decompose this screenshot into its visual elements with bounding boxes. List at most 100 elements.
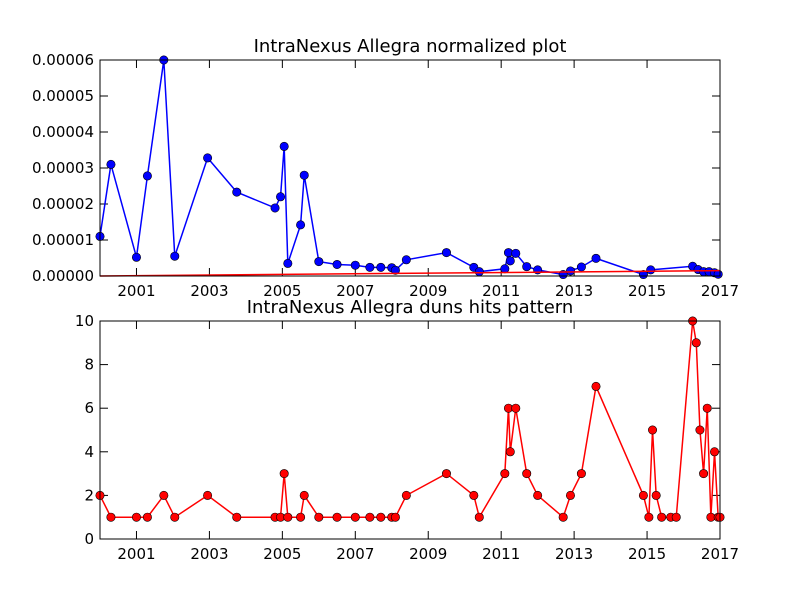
axes-frame <box>99 320 721 540</box>
data-point <box>270 203 280 213</box>
data-point <box>576 469 586 479</box>
data-point <box>505 447 515 457</box>
data-point <box>474 512 484 522</box>
data-point <box>332 512 342 522</box>
data-point <box>314 257 324 267</box>
y-tick-label: 2 <box>84 486 94 504</box>
y-tick-label: 0.00003 <box>32 159 94 177</box>
axes-frame <box>99 59 721 277</box>
data-point <box>702 403 712 413</box>
data-point <box>296 220 306 230</box>
y-tick-label: 8 <box>84 356 94 374</box>
data-point <box>314 512 324 522</box>
data-point <box>657 512 667 522</box>
data-point <box>638 270 648 280</box>
data-point <box>390 512 400 522</box>
data-point <box>441 248 451 258</box>
x-tick-label: 2017 <box>701 282 739 300</box>
data-point <box>106 512 116 522</box>
data-point <box>469 490 479 500</box>
data-point <box>159 490 169 500</box>
data-point <box>299 490 309 500</box>
data-point <box>279 469 289 479</box>
y-tick-label: 0.00001 <box>32 231 94 249</box>
x-tick-label: 2007 <box>336 282 374 300</box>
data-point <box>390 265 400 275</box>
data-point <box>533 490 543 500</box>
x-tick-label: 2015 <box>628 545 666 563</box>
x-tick-label: 2011 <box>482 282 520 300</box>
x-tick-label: 2015 <box>628 282 666 300</box>
series-line <box>99 269 721 277</box>
data-point <box>350 512 360 522</box>
data-point <box>131 252 141 262</box>
data-point <box>350 260 360 270</box>
data-point <box>441 469 451 479</box>
x-tick-label: 2009 <box>409 545 447 563</box>
data-point <box>299 170 309 180</box>
data-point <box>710 447 720 457</box>
series-line <box>99 320 720 520</box>
data-point <box>365 512 375 522</box>
data-point <box>279 141 289 151</box>
data-point <box>142 171 152 181</box>
y-tick-label: 6 <box>84 399 94 417</box>
data-point <box>691 338 701 348</box>
x-tick-label: 2013 <box>555 545 593 563</box>
data-point <box>131 512 141 522</box>
data-point <box>671 512 681 522</box>
x-tick-label: 2005 <box>263 282 301 300</box>
data-point <box>565 490 575 500</box>
data-point <box>474 267 484 277</box>
data-point <box>203 153 213 163</box>
data-point <box>558 512 568 522</box>
data-point <box>106 159 116 169</box>
data-point <box>648 425 658 435</box>
y-tick-label: 10 <box>75 312 94 330</box>
data-point <box>283 512 293 522</box>
data-point <box>365 262 375 272</box>
y-tick-label: 0 <box>84 530 94 548</box>
data-point <box>401 490 411 500</box>
chart-title: IntraNexus Allegra normalized plot <box>254 36 567 57</box>
y-tick-label: 0.00005 <box>32 87 94 105</box>
x-tick-label: 2011 <box>482 545 520 563</box>
data-point <box>695 425 705 435</box>
data-point <box>332 259 342 269</box>
series-line <box>99 59 719 276</box>
data-point <box>591 253 601 263</box>
data-point <box>232 512 242 522</box>
y-tick-label: 4 <box>84 443 94 461</box>
data-point <box>283 258 293 268</box>
data-point <box>142 512 152 522</box>
x-tick-label: 2009 <box>409 282 447 300</box>
chart-2: IntraNexus Allegra duns hits pattern 0 2 4 6… <box>75 297 739 563</box>
data-point <box>276 192 286 202</box>
y-tick-label: 0.00004 <box>32 123 94 141</box>
data-point <box>376 512 386 522</box>
x-tick-label: 2013 <box>555 282 593 300</box>
data-point <box>232 187 242 197</box>
data-point <box>522 262 532 272</box>
y-tick-label: 0.00006 <box>32 51 94 69</box>
chart-1: IntraNexus Allegra normalized plot 0.0000… <box>32 36 739 300</box>
x-tick-label: 2001 <box>117 545 155 563</box>
data-point <box>644 512 654 522</box>
x-tick-label: 2001 <box>117 282 155 300</box>
data-point <box>576 262 586 272</box>
x-tick-label: 2007 <box>336 545 374 563</box>
data-point <box>203 490 213 500</box>
data-point <box>170 512 180 522</box>
x-tick-label: 2003 <box>190 282 228 300</box>
data-point <box>699 469 709 479</box>
y-tick-label: 0.00002 <box>32 195 94 213</box>
data-point <box>170 251 180 261</box>
data-point <box>522 469 532 479</box>
x-tick-label: 2003 <box>190 545 228 563</box>
x-tick-label: 2017 <box>701 545 739 563</box>
data-point <box>646 265 656 275</box>
data-point <box>296 512 306 522</box>
x-tick-label: 2005 <box>263 545 301 563</box>
data-point <box>565 266 575 276</box>
